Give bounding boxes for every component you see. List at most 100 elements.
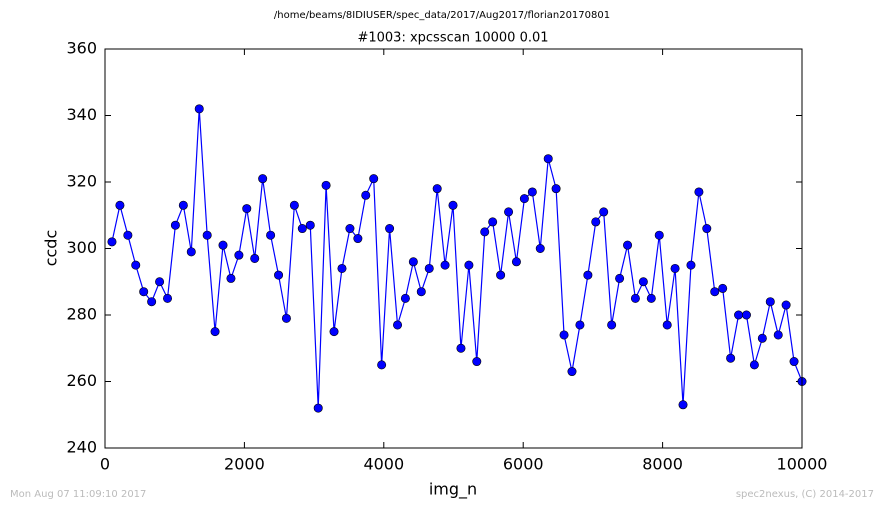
point xyxy=(416,287,426,297)
chart-suptitle: /home/beams/8IDIUSER/spec_data/2017/Aug2… xyxy=(274,10,610,21)
point xyxy=(630,293,640,303)
point xyxy=(194,104,204,114)
point xyxy=(170,220,180,230)
y-tick-label: 300 xyxy=(66,238,97,257)
point xyxy=(575,320,585,330)
point xyxy=(266,230,276,240)
footer-right: spec2nexus, (C) 2014-2017 xyxy=(736,489,874,500)
y-tick-label: 340 xyxy=(66,105,97,124)
plot-frame xyxy=(104,48,803,449)
point xyxy=(186,247,196,257)
point xyxy=(147,297,157,307)
y-tick-label: 260 xyxy=(66,371,97,390)
point xyxy=(329,327,339,337)
point xyxy=(250,253,260,263)
point xyxy=(559,330,569,340)
y-axis-label: ccdc xyxy=(42,230,61,267)
y-tick-label: 280 xyxy=(66,305,97,324)
point xyxy=(178,200,188,210)
point xyxy=(749,360,759,370)
point xyxy=(519,194,529,204)
point xyxy=(757,333,767,343)
point xyxy=(139,287,149,297)
x-tick-label: 0 xyxy=(100,455,110,474)
point xyxy=(456,343,466,353)
point xyxy=(234,250,244,260)
point xyxy=(678,400,688,410)
point xyxy=(289,200,299,210)
series-line xyxy=(111,108,803,409)
point xyxy=(472,357,482,367)
point xyxy=(210,327,220,337)
point xyxy=(297,224,307,234)
point xyxy=(781,300,791,310)
point xyxy=(710,287,720,297)
point xyxy=(345,224,355,234)
point xyxy=(773,330,783,340)
point xyxy=(377,360,387,370)
point xyxy=(623,240,633,250)
point xyxy=(202,230,212,240)
point xyxy=(599,207,609,217)
point xyxy=(226,273,236,283)
y-tick-label: 240 xyxy=(66,438,97,457)
x-tick-label: 6000 xyxy=(503,455,544,474)
chart-title: #1003: xpcsscan 10000 0.01 xyxy=(357,31,548,46)
point xyxy=(115,200,125,210)
point xyxy=(646,293,656,303)
point xyxy=(686,260,696,270)
point xyxy=(504,207,514,217)
footer-left: Mon Aug 07 11:09:10 2017 xyxy=(10,489,146,500)
point xyxy=(480,227,490,237)
point xyxy=(741,310,751,320)
point xyxy=(670,263,680,273)
point xyxy=(567,367,577,377)
point xyxy=(734,310,744,320)
point xyxy=(527,187,537,197)
point xyxy=(551,184,561,194)
point xyxy=(583,270,593,280)
point xyxy=(163,293,173,303)
point xyxy=(274,270,284,280)
point xyxy=(361,190,371,200)
point xyxy=(543,154,553,164)
y-tick-label: 320 xyxy=(66,172,97,191)
point xyxy=(107,237,117,247)
point xyxy=(591,217,601,227)
point xyxy=(131,260,141,270)
point xyxy=(313,403,323,413)
point xyxy=(607,320,617,330)
point xyxy=(424,263,434,273)
point xyxy=(615,273,625,283)
point xyxy=(242,204,252,214)
point xyxy=(464,260,474,270)
point xyxy=(321,180,331,190)
point xyxy=(440,260,450,270)
point xyxy=(718,283,728,293)
x-tick-label: 10000 xyxy=(777,455,828,474)
point xyxy=(393,320,403,330)
x-tick-label: 2000 xyxy=(224,455,265,474)
point xyxy=(369,174,379,184)
point xyxy=(400,293,410,303)
point xyxy=(448,200,458,210)
point xyxy=(258,174,268,184)
x-axis-label: img_n xyxy=(429,480,477,500)
point xyxy=(638,277,648,287)
point xyxy=(155,277,165,287)
x-tick-label: 4000 xyxy=(363,455,404,474)
point xyxy=(432,184,442,194)
point xyxy=(281,313,291,323)
point xyxy=(662,320,672,330)
point xyxy=(123,230,133,240)
point xyxy=(726,353,736,363)
point xyxy=(353,234,363,244)
point xyxy=(305,220,315,230)
point xyxy=(337,263,347,273)
point xyxy=(496,270,506,280)
y-tick-label: 360 xyxy=(66,39,97,58)
point xyxy=(654,230,664,240)
point xyxy=(218,240,228,250)
point xyxy=(488,217,498,227)
